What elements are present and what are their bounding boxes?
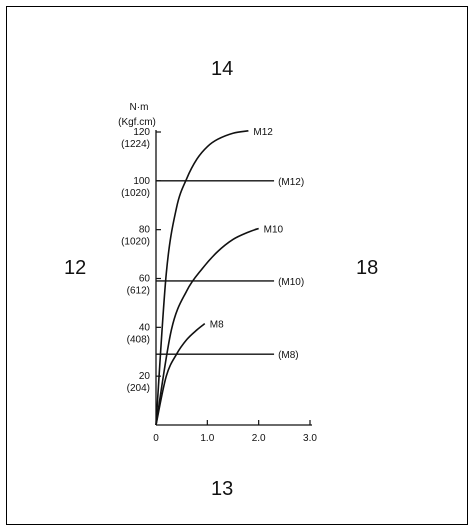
y-tick-label-1: 100 [133, 176, 150, 187]
reference-line-label-0: (M12) [278, 177, 304, 188]
figure-frame [6, 6, 468, 525]
y-tick-label-5: 20 [139, 371, 151, 382]
x-tick-label-0: 0 [153, 433, 159, 444]
y-tick-sublabel-0: (1224) [121, 139, 150, 150]
label-top: 14 [211, 58, 234, 80]
reference-line-label-1: (M10) [278, 277, 304, 288]
label-bottom: 13 [211, 478, 234, 500]
x-tick-label-3: 3.0 [303, 433, 317, 444]
y-tick-label-2: 80 [139, 225, 151, 236]
curve-label-1: M10 [264, 224, 284, 235]
y-tick-label-0: 120 [133, 127, 150, 138]
y-tick-sublabel-5: (204) [127, 383, 150, 394]
x-tick-label-1: 1.0 [200, 433, 214, 444]
curve-m8 [155, 323, 206, 426]
curve-m10 [155, 227, 259, 426]
y-tick-sublabel-4: (408) [127, 334, 150, 345]
curve-label-0: M12 [253, 127, 273, 138]
curve-m12 [155, 129, 249, 426]
y-axis-unit-label: (Kgf.cm) [118, 117, 156, 128]
y-axis-label: N·m [130, 102, 149, 113]
label-left: 12 [64, 257, 87, 279]
curve-label-2: M8 [210, 320, 224, 331]
y-tick-label-4: 40 [139, 322, 151, 333]
y-tick-label-3: 60 [139, 274, 151, 285]
y-tick-sublabel-1: (1020) [121, 188, 150, 199]
y-tick-sublabel-3: (612) [127, 286, 150, 297]
y-tick-sublabel-2: (1020) [121, 237, 150, 248]
reference-line-label-2: (M8) [278, 350, 299, 361]
x-tick-label-2: 2.0 [252, 433, 266, 444]
label-right: 18 [356, 257, 379, 279]
